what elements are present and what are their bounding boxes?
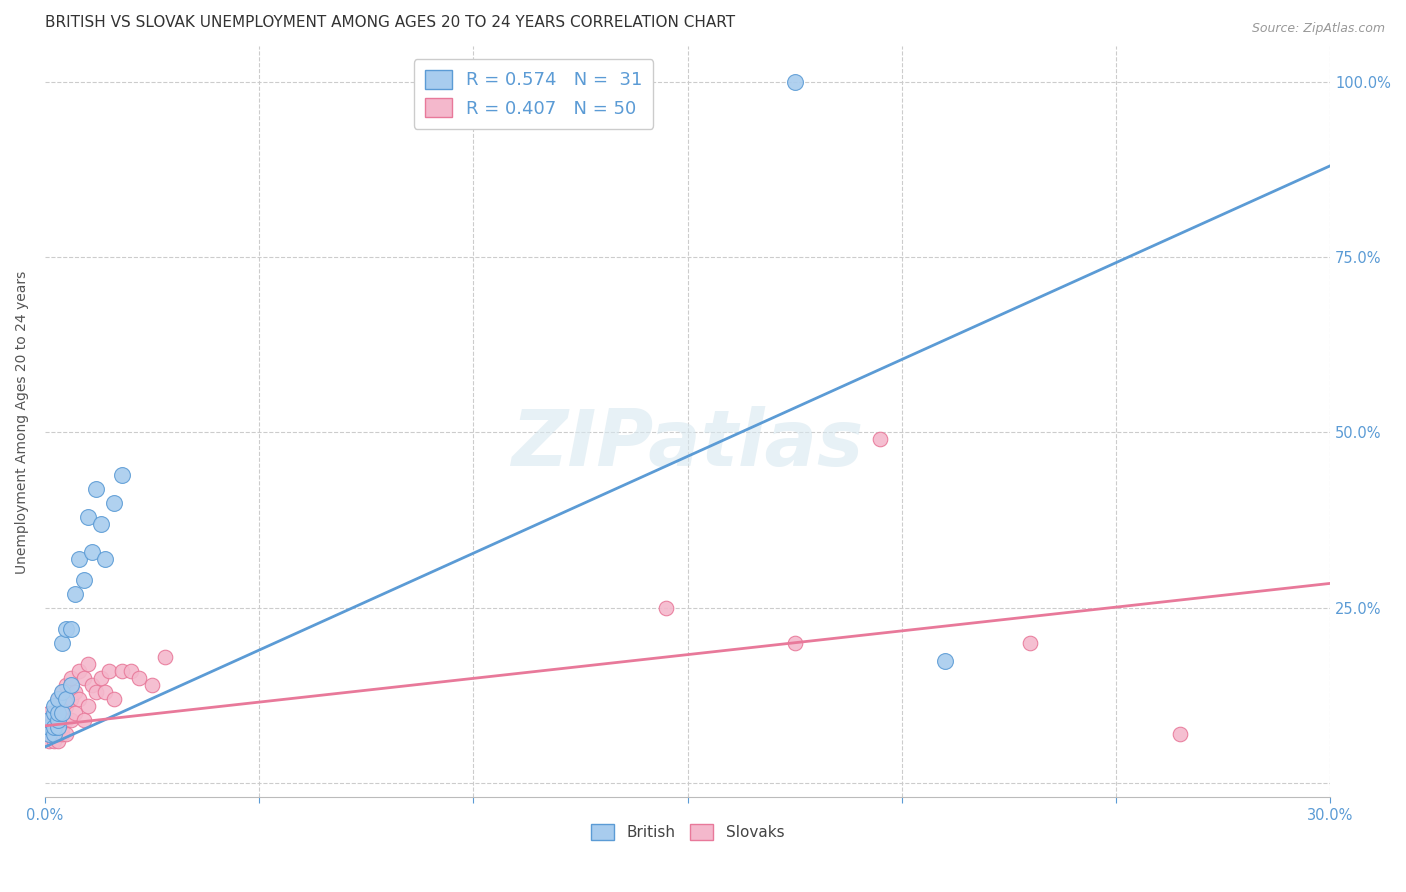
Point (94, 685, 117, 699)
Point (42, 706, 65, 721)
Point (634, 74, 657, 88)
Point (51, 636, 73, 650)
Point (38, 720, 60, 734)
Point (141, 678, 163, 692)
Point (51, 706, 73, 721)
Point (59, 622, 82, 636)
Point (1019, 636, 1042, 650)
Point (67, 551, 90, 566)
Point (94, 551, 117, 566)
Point (59, 671, 82, 685)
Point (111, 664, 134, 678)
Y-axis label: Unemployment Among Ages 20 to 24 years: Unemployment Among Ages 20 to 24 years (15, 270, 30, 574)
Point (98, 664, 121, 678)
Point (82, 545, 104, 559)
Point (55, 727, 77, 741)
Point (46, 706, 69, 721)
Point (111, 467, 134, 482)
Point (783, 636, 806, 650)
Point (46, 734, 69, 748)
Point (72, 713, 94, 727)
Point (38, 727, 60, 741)
Point (1168, 727, 1191, 741)
Point (38, 713, 60, 727)
Point (51, 706, 73, 721)
Point (153, 650, 176, 665)
Point (86, 685, 108, 699)
Point (128, 671, 150, 685)
Point (46, 720, 69, 734)
Point (63, 587, 86, 601)
Point (934, 654, 956, 668)
Point (46, 692, 69, 706)
Point (42, 706, 65, 721)
Point (72, 671, 94, 685)
Point (42, 720, 65, 734)
Point (72, 573, 94, 587)
Point (55, 622, 77, 636)
Point (38, 706, 60, 721)
Point (42, 727, 65, 741)
Point (63, 685, 86, 699)
Point (103, 496, 125, 510)
Point (103, 692, 125, 706)
Point (42, 699, 65, 714)
Point (120, 664, 142, 678)
Point (46, 727, 69, 741)
Text: Source: ZipAtlas.com: Source: ZipAtlas.com (1251, 22, 1385, 36)
Point (51, 720, 73, 734)
Point (655, 601, 678, 615)
Point (38, 713, 60, 727)
Point (869, 433, 891, 447)
Point (51, 685, 73, 699)
Point (90, 516, 112, 531)
Point (46, 720, 69, 734)
Text: BRITISH VS SLOVAK UNEMPLOYMENT AMONG AGES 20 TO 24 YEARS CORRELATION CHART: BRITISH VS SLOVAK UNEMPLOYMENT AMONG AGE… (45, 15, 735, 30)
Point (46, 706, 69, 721)
Point (46, 692, 69, 706)
Point (38, 734, 60, 748)
Point (59, 713, 82, 727)
Point (51, 727, 73, 741)
Point (76, 509, 98, 524)
Point (90, 671, 112, 685)
Legend: British, Slovaks: British, Slovaks (585, 818, 790, 847)
Point (59, 692, 82, 706)
Point (82, 678, 104, 692)
Point (46, 713, 69, 727)
Text: ZIPatlas: ZIPatlas (512, 407, 863, 483)
Point (67, 664, 90, 678)
Point (38, 720, 60, 734)
Point (59, 678, 82, 692)
Point (38, 727, 60, 741)
Point (63, 706, 86, 721)
Point (55, 678, 77, 692)
Point (55, 713, 77, 727)
Point (67, 692, 90, 706)
Point (76, 699, 98, 714)
Point (51, 685, 73, 699)
Point (783, 74, 806, 88)
Point (42, 727, 65, 741)
Point (76, 657, 98, 671)
Point (42, 734, 65, 748)
Point (55, 699, 77, 714)
Point (55, 692, 77, 706)
Point (42, 713, 65, 727)
Point (86, 482, 108, 496)
Point (42, 720, 65, 734)
